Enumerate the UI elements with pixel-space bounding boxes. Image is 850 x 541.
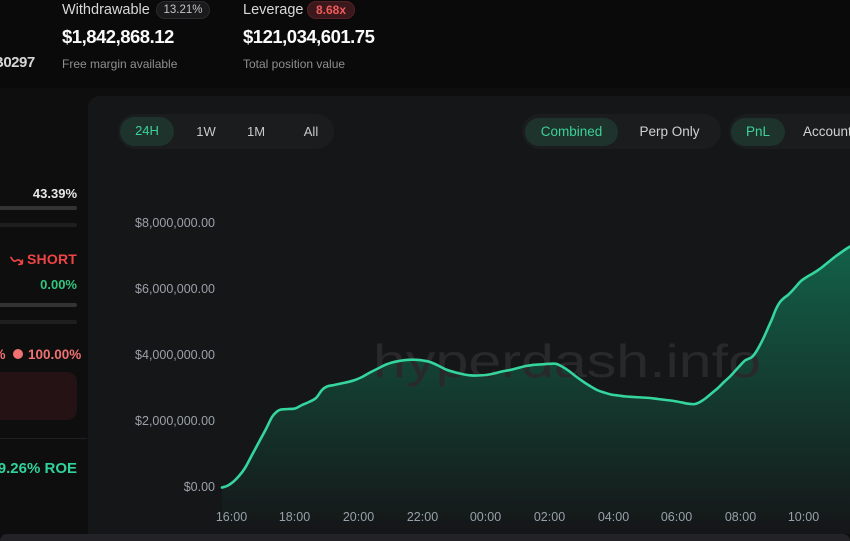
svg-text:hyperdash.info: hyperdash.info: [373, 335, 761, 387]
